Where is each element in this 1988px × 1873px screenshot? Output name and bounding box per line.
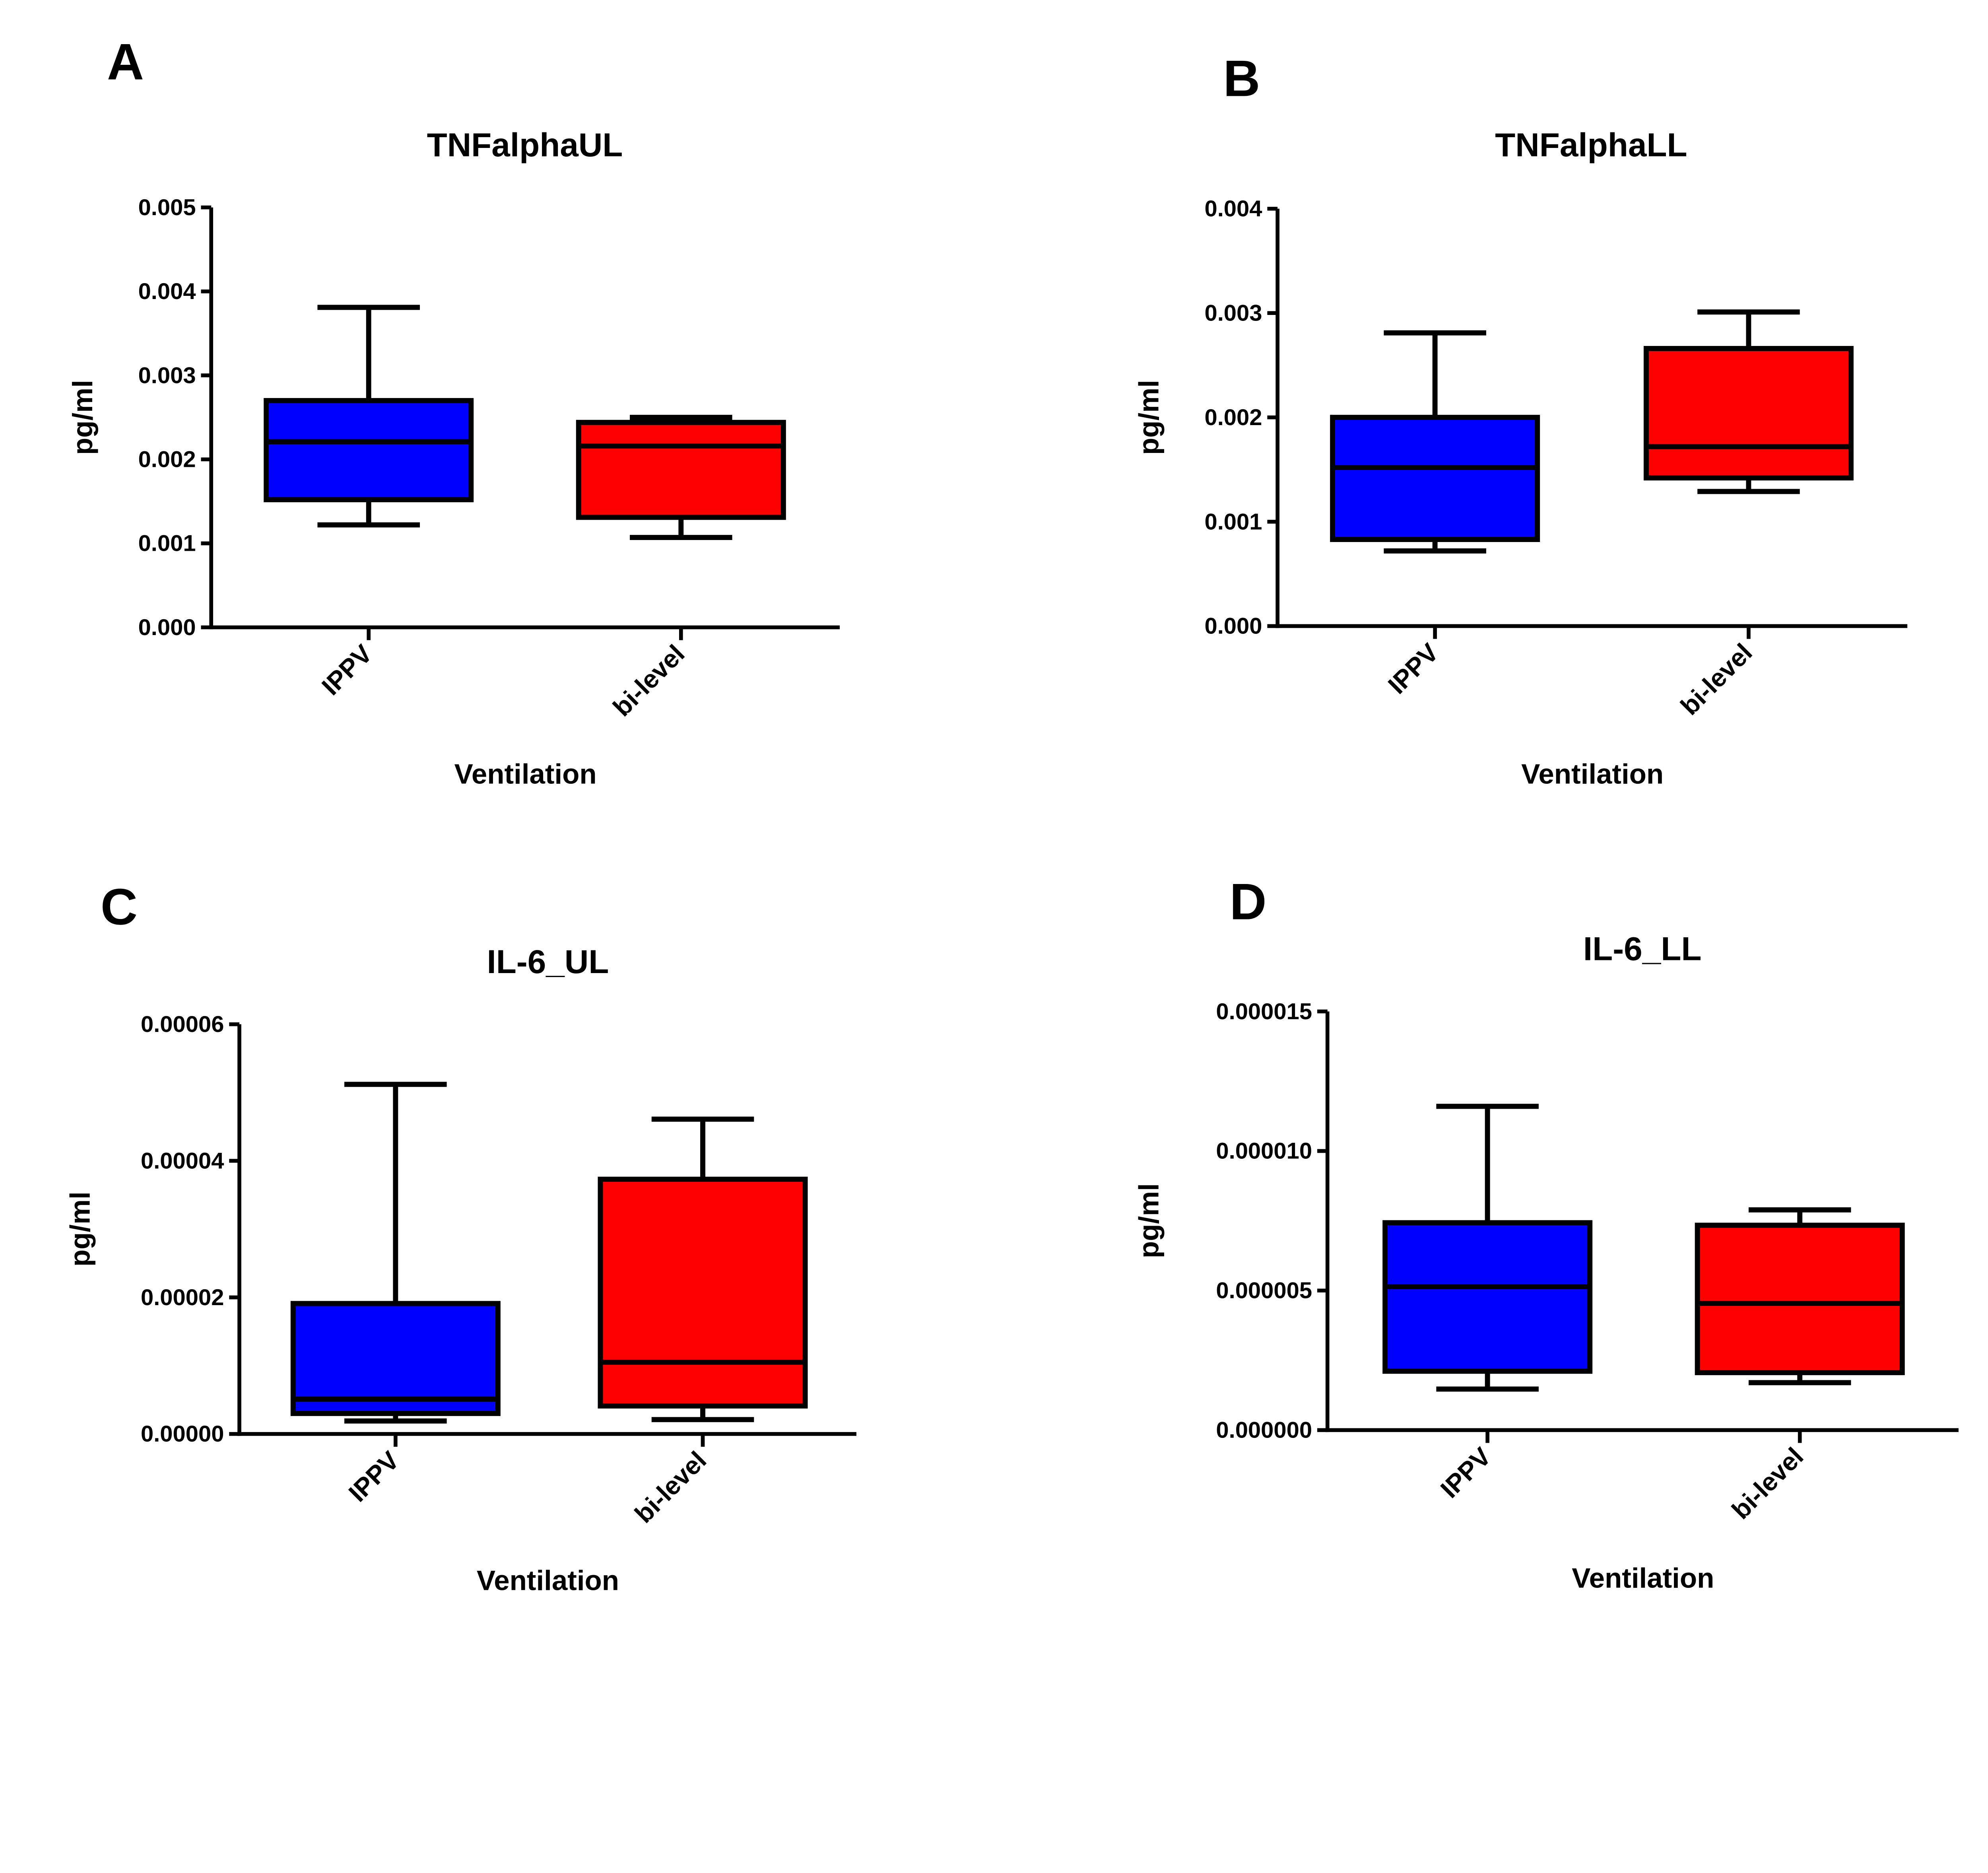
- x-tick-label: bi-level: [629, 1446, 712, 1529]
- y-tick-label: 0.00006: [141, 1012, 224, 1037]
- y-tick-label: 0.001: [1204, 509, 1262, 534]
- x-tick-label: IPPV: [1435, 1442, 1497, 1504]
- box-bi-level: [576, 415, 786, 540]
- y-tick-label: 0.000: [1204, 614, 1262, 639]
- y-tick-label: 0.000015: [1216, 999, 1312, 1024]
- y-tick-label: 0.000005: [1216, 1278, 1312, 1304]
- y-tick-label: 0.00004: [141, 1148, 224, 1174]
- iqr-box: [1643, 346, 1854, 481]
- y-tick-label: 0.005: [138, 195, 196, 220]
- y-tick-label: 0.003: [1204, 301, 1262, 326]
- chart-title: IL-6_UL: [487, 943, 609, 980]
- iqr-box: [264, 398, 474, 502]
- chart-title: TNFalphaUL: [427, 126, 623, 163]
- x-axis-label: Ventilation: [1572, 1562, 1714, 1594]
- x-tick-label: IPPV: [1382, 638, 1444, 699]
- iqr-box: [1330, 415, 1540, 542]
- x-tick-label: IPPV: [316, 639, 378, 701]
- y-axis-label: pg/ml: [67, 380, 99, 455]
- panel-letter: A: [107, 33, 144, 91]
- y-axis-label: pg/ml: [64, 1191, 96, 1267]
- iqr-box: [1382, 1220, 1593, 1374]
- box-ippv: [264, 305, 474, 528]
- panel-letter: B: [1223, 50, 1260, 107]
- y-tick-label: 0.002: [138, 447, 196, 472]
- chart-title: TNFalphaLL: [1495, 126, 1687, 163]
- y-tick-label: 0.004: [138, 279, 196, 304]
- x-tick-label: bi-level: [608, 639, 690, 722]
- y-tick-label: 0.003: [138, 363, 196, 388]
- box-bi-level: [1695, 1207, 1905, 1385]
- y-tick-label: 0.001: [138, 531, 196, 556]
- x-axis-label: Ventilation: [1521, 758, 1664, 790]
- iqr-box: [290, 1301, 501, 1416]
- y-tick-label: 0.000010: [1216, 1139, 1312, 1164]
- iqr-box: [1695, 1222, 1905, 1376]
- panel-d: D IL-6_LL pg/ml Ventilation 0.000000 0.000005…: [1134, 873, 1959, 1594]
- y-tick-label: 0.000: [138, 615, 196, 640]
- box-ippv: [1330, 330, 1540, 554]
- y-tick-label: 0.00002: [141, 1285, 224, 1310]
- x-tick-label: bi-level: [1726, 1442, 1809, 1525]
- x-axis-label: Ventilation: [454, 758, 597, 790]
- y-tick-label: 0.004: [1204, 196, 1262, 221]
- y-axis-label: pg/ml: [1134, 380, 1165, 455]
- panel-a: A TNFalphaUL pg/ml Ventilation 0.000 0.001 0.0…: [67, 33, 840, 790]
- y-tick-label: 0.00000: [141, 1421, 224, 1447]
- y-tick-label: 0.002: [1204, 405, 1262, 430]
- iqr-box: [576, 420, 786, 520]
- figure: A TNFalphaUL pg/ml Ventilation 0.000 0.001 0.0…: [64, 33, 1959, 1597]
- panel-letter: D: [1230, 873, 1267, 931]
- panel-c: C IL-6_UL pg/ml Ventilation 0.00000 0.00002 0.…: [64, 878, 856, 1597]
- box-bi-level: [598, 1116, 808, 1422]
- panel-letter: C: [101, 878, 138, 936]
- x-tick-label: bi-level: [1675, 638, 1758, 721]
- x-axis-label: Ventilation: [477, 1565, 619, 1597]
- box-bi-level: [1643, 309, 1854, 494]
- box-ippv: [1382, 1104, 1593, 1392]
- chart-title: IL-6_LL: [1583, 930, 1702, 968]
- panel-b: B TNFalphaLL pg/ml Ventilation 0.000 0.001 0.0…: [1134, 50, 1908, 790]
- x-tick-label: IPPV: [343, 1446, 405, 1508]
- iqr-box: [598, 1176, 808, 1409]
- y-tick-label: 0.000000: [1216, 1418, 1312, 1443]
- box-ippv: [290, 1082, 501, 1424]
- y-axis-label: pg/ml: [1134, 1183, 1165, 1258]
- figure-svg: A TNFalphaUL pg/ml Ventilation 0.000 0.001 0.0…: [64, 33, 1959, 1597]
